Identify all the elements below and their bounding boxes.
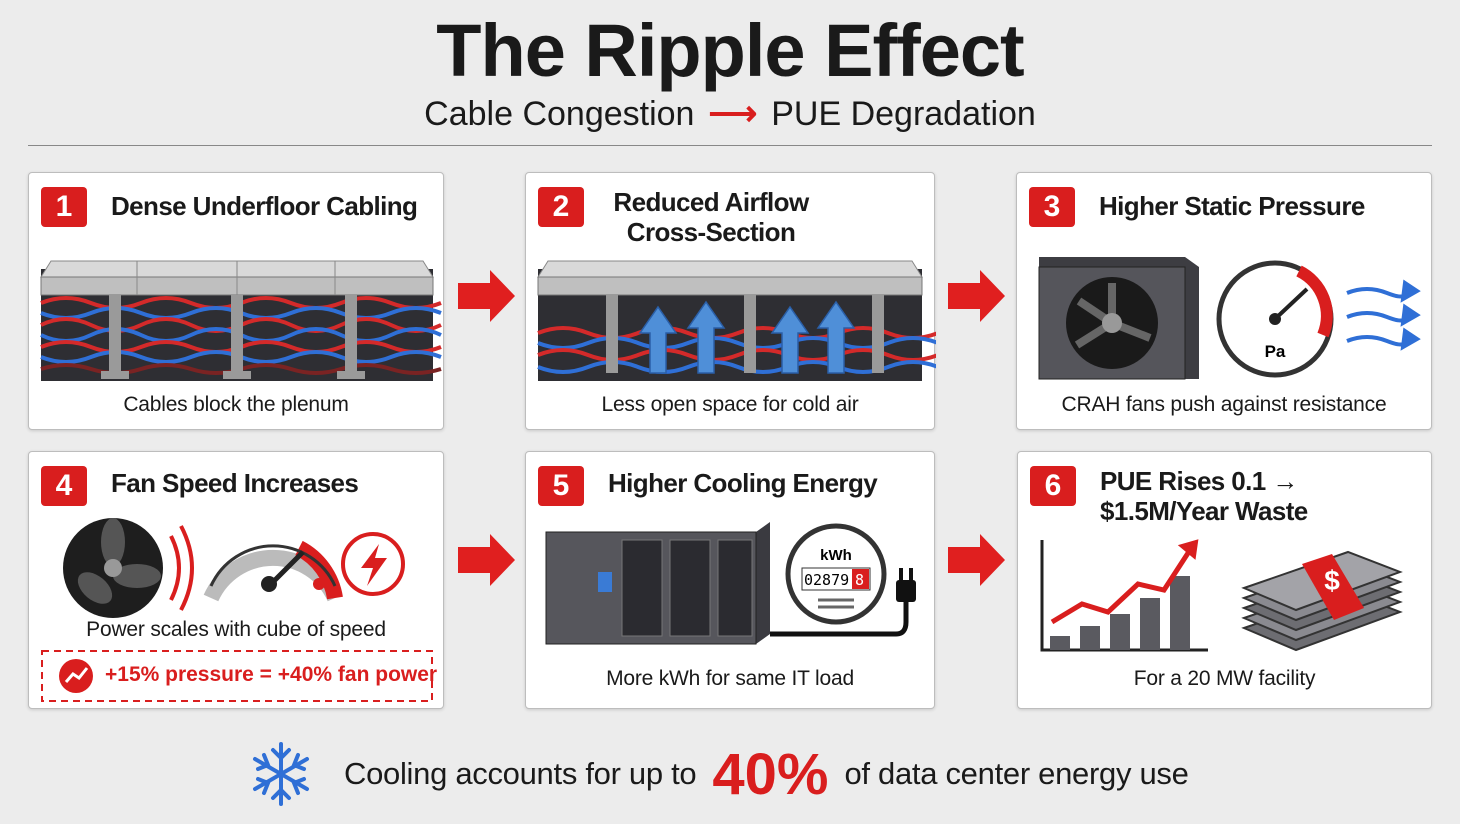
step-number: 3 (1029, 187, 1075, 227)
step-caption: CRAH fans push against resistance (1061, 393, 1387, 416)
step-number: 6 (1030, 466, 1076, 506)
step-title: Reduced Airflow Cross-Section (613, 187, 809, 247)
money-symbol: $ (1324, 565, 1340, 596)
subtitle-right: PUE Degradation (771, 95, 1036, 133)
divider (28, 145, 1432, 146)
step-title: Higher Cooling Energy (608, 468, 878, 498)
footer-highlight: 40% (712, 741, 829, 807)
title: The Ripple Effect (436, 9, 1024, 92)
gauge-unit: Pa (1265, 342, 1286, 361)
cost-illustration: $ (1040, 539, 1403, 652)
meter-unit: kWh (820, 547, 852, 564)
step-title: Dense Underfloor Cabling (111, 191, 418, 221)
meter-last-digit: 8 (855, 571, 864, 589)
pressure-illustration: Pa (1038, 257, 1421, 380)
step-card: 4 Fan Speed Increases Power scales with … (28, 451, 444, 709)
step-card: kWh 02879 8 5 Higher Cooling Energy More… (525, 451, 935, 709)
step-caption: Less open space for cold air (601, 393, 859, 416)
step-caption: Cables block the plenum (123, 393, 349, 416)
step-card: $ 6 PUE Rises 0.1 → $1.5M/Year Waste For… (1017, 451, 1432, 709)
airflow-illustration (537, 260, 936, 381)
step-title: Fan Speed Increases (111, 468, 359, 498)
footer-text: Cooling accounts for up to (344, 756, 697, 791)
step-card: 2 Reduced Airflow Cross-Section Less ope… (525, 172, 936, 430)
snowflake-icon (253, 742, 309, 806)
meter-digits: 02879 (804, 571, 849, 589)
step-number: 4 (41, 466, 87, 506)
step-number: 1 (41, 187, 87, 227)
underfloor-illustration (40, 260, 442, 381)
step-caption: For a 20 MW facility (1133, 667, 1316, 690)
subtitle: Cable Congestion ⟶ PUE Degradation (0, 94, 1460, 134)
subtitle-left: Cable Congestion (424, 95, 695, 133)
step-card: Pa 3 Higher Static Pressure CRAH fans pu… (1016, 172, 1432, 430)
step-title: Higher Static Pressure (1099, 191, 1365, 221)
step-number: 5 (538, 466, 584, 506)
callout: +15% pressure = +40% fan power (105, 663, 438, 686)
step-caption: Power scales with cube of speed (86, 618, 386, 641)
step-number: 2 (538, 187, 584, 227)
subtitle-arrow: ⟶ (708, 95, 758, 133)
footer-text: of data center energy use (844, 756, 1189, 791)
cooling-energy-illustration: kWh 02879 8 (545, 522, 916, 645)
step-caption: More kWh for same IT load (606, 667, 854, 690)
step-card: 1 Dense Underfloor Cabling Cables block … (28, 172, 444, 430)
step-title: PUE Rises 0.1 → $1.5M/Year Waste (1100, 466, 1308, 526)
footer: Cooling accounts for up to 40% of data c… (250, 738, 1189, 810)
fan-speed-illustration (41, 518, 433, 702)
